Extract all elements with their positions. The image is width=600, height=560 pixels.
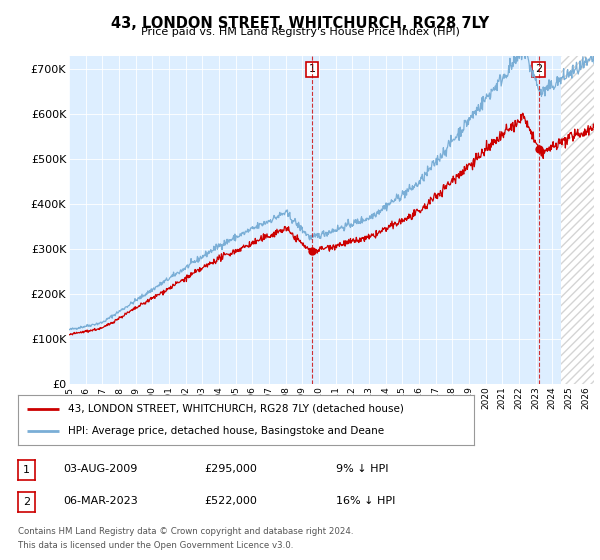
Text: 16% ↓ HPI: 16% ↓ HPI xyxy=(336,496,395,506)
Text: This data is licensed under the Open Government Licence v3.0.: This data is licensed under the Open Gov… xyxy=(18,541,293,550)
Text: 9% ↓ HPI: 9% ↓ HPI xyxy=(336,464,389,474)
Text: HPI: Average price, detached house, Basingstoke and Deane: HPI: Average price, detached house, Basi… xyxy=(68,426,384,436)
Text: 1: 1 xyxy=(23,465,30,475)
Text: £295,000: £295,000 xyxy=(204,464,257,474)
Text: 43, LONDON STREET, WHITCHURCH, RG28 7LY (detached house): 43, LONDON STREET, WHITCHURCH, RG28 7LY … xyxy=(68,404,404,414)
Text: Contains HM Land Registry data © Crown copyright and database right 2024.: Contains HM Land Registry data © Crown c… xyxy=(18,528,353,536)
Text: 03-AUG-2009: 03-AUG-2009 xyxy=(63,464,137,474)
Text: 1: 1 xyxy=(308,64,316,74)
Bar xyxy=(560,56,594,384)
Text: £522,000: £522,000 xyxy=(204,496,257,506)
Text: 43, LONDON STREET, WHITCHURCH, RG28 7LY: 43, LONDON STREET, WHITCHURCH, RG28 7LY xyxy=(111,16,489,31)
Bar xyxy=(560,56,594,384)
Text: 06-MAR-2023: 06-MAR-2023 xyxy=(63,496,138,506)
Text: 2: 2 xyxy=(535,64,542,74)
Text: 2: 2 xyxy=(23,497,30,507)
Text: Price paid vs. HM Land Registry's House Price Index (HPI): Price paid vs. HM Land Registry's House … xyxy=(140,27,460,38)
